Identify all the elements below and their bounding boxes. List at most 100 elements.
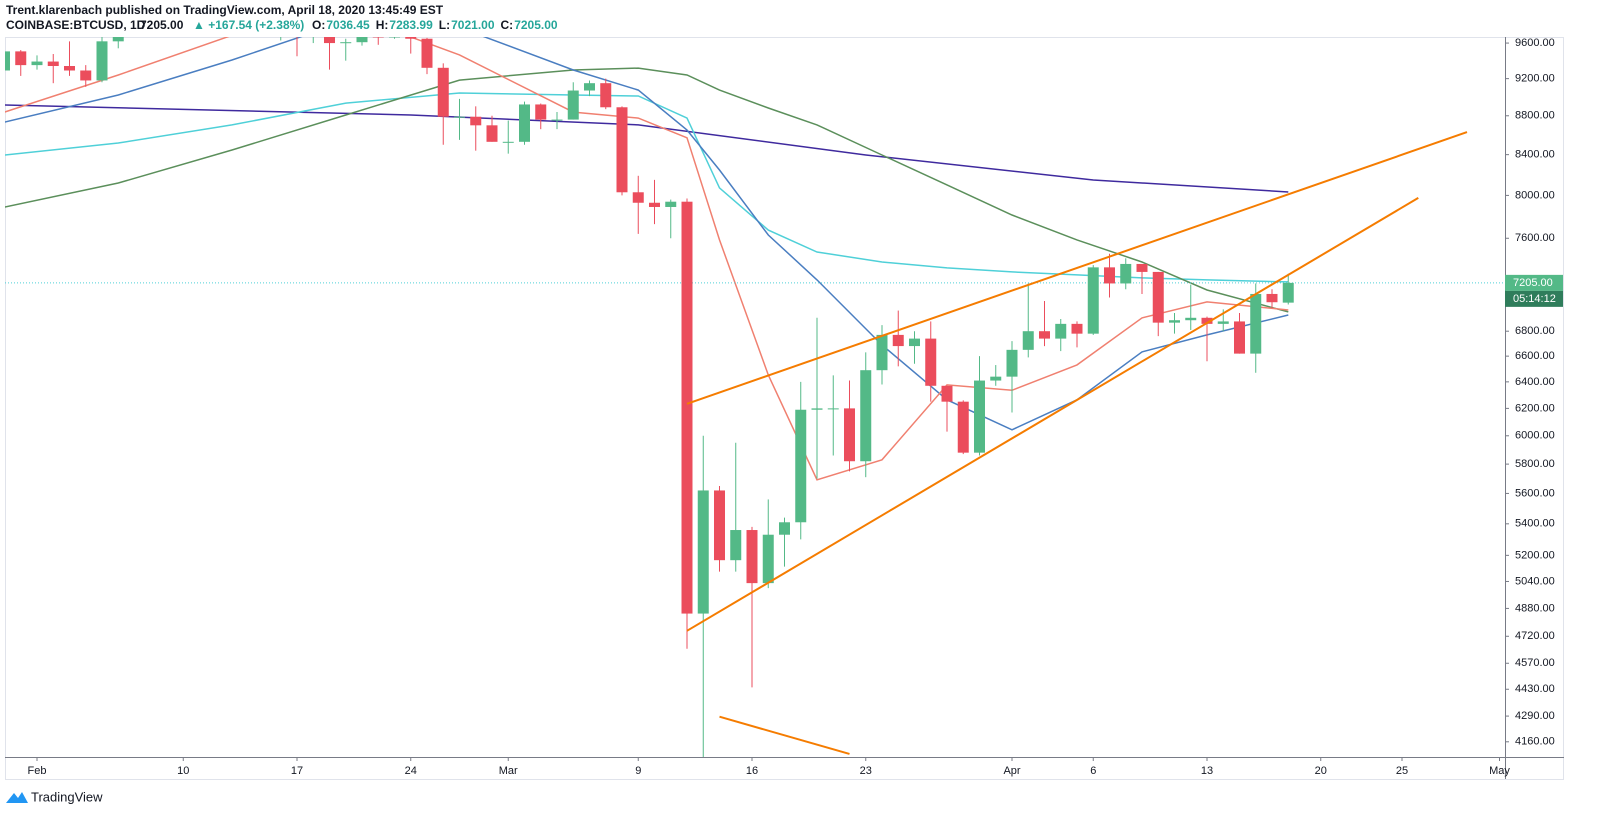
x-tick-label: 13 [1201, 765, 1213, 777]
candle-body [486, 125, 498, 142]
header-change: ▲ +167.54 (+2.38%) [193, 18, 304, 32]
candle-body [96, 41, 108, 81]
moving-average [5, 67, 1289, 313]
symbol: COINBASE:BTCUSD, 1D [6, 18, 146, 32]
y-tick-label: 4570.00 [1515, 657, 1555, 669]
y-tick-label: 6000.00 [1515, 430, 1555, 442]
header-price: 7205.00 [140, 18, 184, 32]
y-tick-label: 9200.00 [1515, 73, 1555, 85]
last-price-box [1505, 274, 1563, 291]
y-tick-label: 9600.00 [1515, 37, 1555, 49]
candle-body [1071, 323, 1083, 334]
candle-body [746, 530, 758, 584]
ohlc-value: 7021.00 [451, 18, 495, 32]
candle-body [584, 83, 595, 91]
countdown-box [1505, 290, 1563, 307]
candle-body [1006, 349, 1018, 377]
candle-body [454, 116, 465, 118]
candle-body [15, 51, 27, 66]
candle-body [1022, 331, 1034, 350]
moving-average [5, 37, 1289, 481]
x-tick-label: 16 [746, 765, 758, 777]
candle-body [5, 51, 10, 71]
y-tick-label: 6600.00 [1515, 350, 1555, 362]
candle-body [1120, 263, 1132, 284]
x-tick-label: May [1489, 765, 1510, 777]
author-line: Trent.klarenbach published on TradingVie… [6, 3, 444, 17]
candle-body [1266, 293, 1278, 303]
x-tick-label: 10 [177, 765, 189, 777]
candle-body [909, 338, 920, 347]
candle-body [1039, 331, 1050, 339]
candle-body [827, 408, 839, 410]
candle-body [1217, 321, 1229, 324]
brand-name: TradingView [31, 789, 103, 804]
candle-body [616, 107, 628, 193]
candle-body [925, 338, 937, 386]
candle-body [697, 490, 709, 614]
y-tick-label: 6400.00 [1515, 376, 1555, 388]
y-tick-label: 6200.00 [1515, 402, 1555, 414]
candle-body [356, 37, 368, 43]
candle-body [389, 37, 400, 38]
candle-body [372, 37, 384, 38]
candle-body [421, 38, 433, 68]
candle-body [470, 116, 482, 126]
candle-body [567, 90, 579, 120]
y-tick-label: 5400.00 [1515, 518, 1555, 530]
candle-body [957, 401, 969, 453]
candle-body [892, 334, 904, 347]
candle-body [1250, 293, 1262, 354]
ohlc-label: O: [312, 18, 325, 32]
ohlc-value: 7205.00 [514, 18, 558, 32]
ohlc-label: L: [439, 18, 450, 32]
candle-body [31, 61, 43, 66]
candle-body [876, 334, 888, 371]
x-tick-label: Apr [1003, 765, 1020, 777]
candle-body [1136, 263, 1148, 272]
y-tick-label: 5040.00 [1515, 575, 1555, 587]
ohlc-value: 7283.99 [389, 18, 433, 32]
candle-body [437, 67, 449, 117]
candle-body [974, 380, 985, 453]
candle-body [1104, 267, 1115, 284]
x-tick-label: 6 [1090, 765, 1096, 777]
y-tick-label: 6800.00 [1515, 325, 1555, 337]
candle-body [600, 83, 612, 108]
candle-body [535, 104, 547, 120]
x-tick-label: 20 [1315, 765, 1327, 777]
candle-body [551, 119, 563, 121]
countdown-label: 05:14:12 [1513, 293, 1556, 305]
candle-body [632, 192, 644, 203]
candle-body [405, 37, 417, 39]
candle-body [811, 408, 823, 410]
candle-body [762, 534, 774, 584]
y-tick-label: 4160.00 [1515, 736, 1555, 748]
y-tick-label: 8000.00 [1515, 189, 1555, 201]
candle-body [1185, 317, 1197, 321]
candle-body [860, 370, 872, 462]
candle-body [1087, 267, 1099, 334]
ohlc-label: H: [376, 18, 389, 32]
candle-body [730, 530, 742, 561]
x-tick-label: Feb [28, 765, 47, 777]
candle-body [990, 376, 1002, 381]
y-tick-label: 8800.00 [1515, 110, 1555, 122]
ohlc-label: C: [501, 18, 514, 32]
moving-average [5, 104, 1289, 193]
candle-body [324, 37, 335, 44]
candle-body [649, 202, 660, 207]
last-price-label: 7205.00 [1513, 277, 1553, 289]
x-tick-label: Mar [499, 765, 518, 777]
y-tick-label: 7600.00 [1515, 232, 1555, 244]
candle-body [681, 201, 693, 614]
candle-body [1234, 321, 1245, 354]
x-tick-label: 23 [860, 765, 872, 777]
candle-body [779, 522, 790, 535]
candle-body [1201, 317, 1213, 324]
y-tick-label: 5800.00 [1515, 458, 1555, 470]
candle-body [941, 385, 953, 402]
y-tick-label: 4430.00 [1515, 683, 1555, 695]
